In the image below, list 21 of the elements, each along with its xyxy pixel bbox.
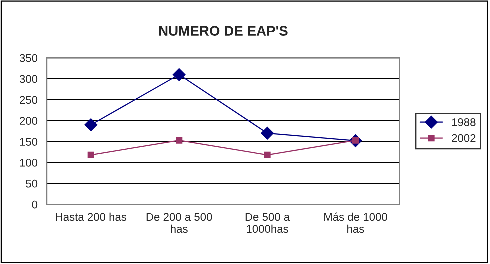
point [84,118,98,132]
x-tick-label: De 500 a 1000has [246,213,290,234]
point [264,152,271,158]
y-tick-label: 200 [20,117,38,126]
chart-title: NUMERO DE EAP'S [159,26,288,36]
y-tick-label: 0 [32,200,38,209]
legend-label: 1988 [452,118,476,126]
x-tick-label: De 200 a 500 has [146,213,212,234]
x-tick-label: Más de 1000 has [324,212,388,234]
legend-label: 2002 [452,134,476,142]
y-tick-label: 300 [20,75,38,84]
y-tick-label: 100 [20,159,38,167]
point [176,137,183,144]
point [88,152,94,158]
y-tick-label: 250 [20,96,38,104]
x-tick-label: Hasta 200 has [56,212,127,222]
point [261,127,274,140]
y-tick-label: 150 [20,138,38,146]
point [172,68,186,82]
y-tick-label: 50 [26,180,38,188]
y-tick-label: 350 [20,54,38,62]
